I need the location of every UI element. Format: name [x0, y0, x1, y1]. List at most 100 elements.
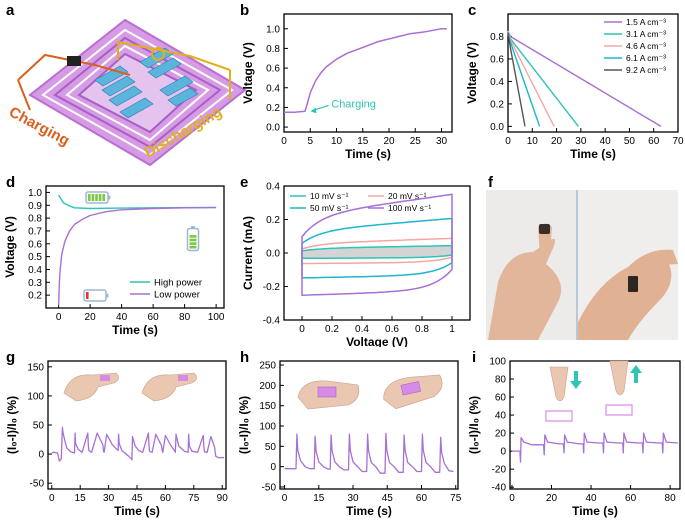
wrist-inset-flat [297, 380, 360, 410]
finger-inset-straight [63, 372, 119, 402]
x-tick-label: 0 [56, 312, 62, 323]
y-tick-label: 0.4 [28, 265, 42, 276]
y-tick-label: 0.9 [28, 201, 42, 212]
y-tick-label: -50 [262, 482, 277, 493]
x-tick-label: 0 [299, 324, 305, 335]
x-tick-label: 60 [416, 493, 428, 504]
y-tick-label: 0.2 [266, 215, 280, 226]
y-axis-label: Voltage (V) [465, 42, 479, 104]
y-axis-label: (I₀-I)/I₀ (%) [5, 396, 19, 454]
x-tick-label: 45 [382, 493, 394, 504]
y-axis-label: (I₀-I)/I₀ (%) [467, 396, 481, 454]
panel-g: g 0 15 30 45 60 75 90 -50 0 50 100 150 Time (s) (I₀-I… [0, 347, 232, 525]
y-tick-label: 1.0 [266, 24, 280, 35]
y-tick-label: 0.8 [490, 32, 504, 43]
y-axis-label: (I₀-I)/I₀ (%) [237, 396, 251, 454]
y-tick-label: 40 [495, 411, 507, 422]
battery-segment [102, 194, 105, 201]
y-axis-label: Voltage (V) [241, 42, 255, 104]
y-tick-label: 0 [38, 450, 44, 461]
sensor-pad [545, 410, 573, 422]
x-tick-label: 0 [49, 493, 55, 504]
series-line [51, 426, 225, 462]
series-line [58, 194, 217, 210]
series-line [301, 244, 453, 260]
x-tick-label: 0 [509, 493, 515, 504]
panel-label-a: a [6, 2, 15, 19]
x-tick-label: 0.8 [415, 324, 429, 335]
wireless-charging-diagram: Charging Discharging [6, 18, 247, 167]
panel-label-b: b [240, 2, 250, 19]
x-tick-label: 1 [449, 324, 455, 335]
x-tick-label: 80 [179, 312, 191, 323]
x-tick-label: 10 [331, 136, 343, 147]
legend-label: 10 mV s⁻¹ [310, 191, 349, 201]
chart-i-pressing: 0 20 40 60 80 -40 -20 0 20 40 60 80 100 Time (s) (I₀-I… [467, 357, 681, 518]
battery-segment [189, 245, 197, 249]
release-inset [605, 360, 642, 416]
y-tick-label: 0.2 [28, 291, 42, 302]
battery-tip [106, 293, 109, 298]
sensor-patch [317, 386, 337, 398]
x-tick-label: 100 [208, 312, 225, 323]
x-axis-label: Voltage (V) [346, 335, 408, 347]
x-tick-label: 60 [148, 312, 160, 323]
battery-segment [88, 194, 91, 201]
finger-shape [549, 366, 569, 402]
annotation-arrowhead [310, 107, 317, 114]
battery-segment [189, 235, 197, 238]
x-tick-label: 75 [450, 493, 462, 504]
chart-c-discharge-curves: 0 10 20 30 40 50 60 70 0.0 0.2 0.4 0.6 0.8 Time (s) Vo… [465, 13, 684, 161]
y-tick-label: 0.2 [490, 99, 504, 110]
y-tick-label: 0.4 [490, 77, 504, 88]
legend-label: 50 mV s⁻¹ [310, 203, 349, 213]
x-tick-label: 60 [160, 493, 172, 504]
y-tick-label: 0 [270, 462, 276, 473]
series-line [512, 432, 679, 463]
arrow-up-icon [630, 365, 642, 383]
y-tick-label: 80 [495, 375, 507, 386]
plot-frame [45, 185, 225, 309]
x-tick-label: 20 [551, 136, 563, 147]
wrist-inset-bent [383, 374, 443, 410]
x-tick-label: 40 [585, 493, 597, 504]
y-tick-label: -20 [492, 465, 507, 476]
x-tick-label: 15 [75, 493, 87, 504]
x-tick-label: 40 [116, 312, 128, 323]
sensor-patch [100, 375, 110, 381]
legend-label: 6.1 A cm⁻³ [626, 53, 666, 63]
x-axis-label: Time (s) [345, 147, 391, 161]
x-tick-label: 15 [357, 136, 369, 147]
legend-label: 4.6 A cm⁻³ [626, 41, 666, 51]
y-tick-label: 100 [489, 357, 506, 368]
y-tick-label: 0 [500, 447, 506, 458]
y-tick-label: 0.8 [266, 44, 280, 55]
hand-shape [63, 372, 119, 402]
battery-full-icon [85, 191, 111, 204]
y-tick-label: 150 [259, 401, 276, 412]
x-tick-label: 5 [307, 136, 313, 147]
x-tick-label: 25 [410, 136, 422, 147]
device-on-wrist [628, 276, 638, 292]
arrow-down-icon [570, 371, 582, 389]
device-on-finger [539, 224, 550, 234]
legend-label: 1.5 A cm⁻³ [626, 17, 666, 27]
panel-e: e 0 0.2 0.4 0.6 0.8 1 -0.4 -0.2 0.0 0.2 0.4 Voltage… [232, 172, 478, 349]
x-axis-label: Time (s) [346, 504, 392, 518]
battery-segment [91, 194, 95, 201]
series-line [507, 31, 541, 127]
panel-label-e: e [240, 174, 249, 191]
chart-g-finger-bending: 0 15 30 45 60 75 90 -50 0 50 100 150 Time (s) (I₀-I)/… [5, 360, 228, 518]
y-axis-label: Voltage (V) [3, 216, 17, 278]
x-tick-label: 80 [665, 493, 677, 504]
plot-frame [283, 13, 453, 133]
y-tick-label: 0.0 [266, 249, 280, 260]
legend-label: Low power [154, 290, 200, 301]
panel-d: d 0 20 40 60 80 100 0.2 0.3 0.4 0.5 0.6 0.7 0.8 0.9 1.… [0, 172, 232, 347]
legend-label: High power [154, 278, 202, 289]
battery-segment [95, 194, 98, 201]
press-inset [545, 366, 582, 422]
x-tick-label: 0 [505, 136, 511, 147]
battery-tip [108, 195, 111, 200]
sensor-patch [178, 375, 188, 381]
